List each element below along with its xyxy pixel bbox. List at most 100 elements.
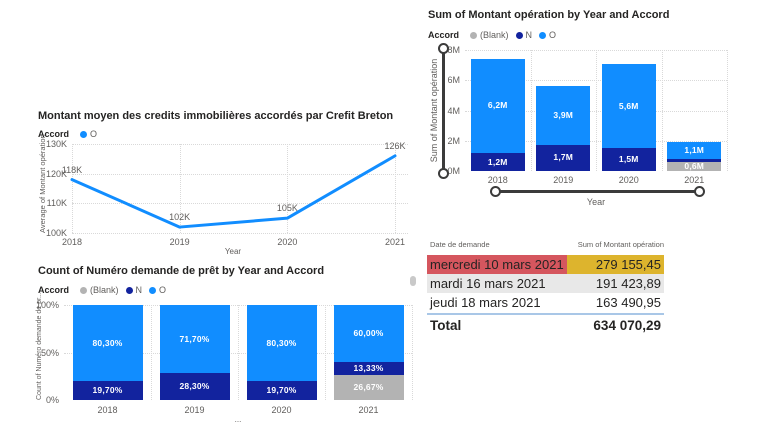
chart-title-count-numero: Count of Numéro demande de prêt by Year … bbox=[38, 265, 325, 277]
legend-color-dot-o bbox=[80, 130, 88, 138]
cell-date[interactable]: mardi 16 mars 2021 bbox=[427, 274, 567, 293]
y-axis-tick-label: 8M bbox=[447, 45, 460, 55]
cell-date[interactable]: mercredi 10 mars 2021 bbox=[427, 255, 567, 274]
total-label: Total bbox=[430, 318, 462, 333]
bar-data-label: 71,70% bbox=[179, 334, 210, 344]
x-axis-tick-label: 2021 bbox=[358, 405, 379, 415]
x-axis-tick-label: 2021 bbox=[684, 175, 705, 185]
x-axis-tick-label: 2019 bbox=[553, 175, 574, 185]
y-axis-zoom-slider-handle-top[interactable] bbox=[438, 43, 449, 54]
y-axis-title: Average of Montant opération bbox=[38, 134, 47, 233]
table-row-2[interactable]: jeudi 18 mars 2021 163 490,95 bbox=[427, 293, 664, 312]
x-axis-zoom-slider-handle-left[interactable] bbox=[490, 186, 501, 197]
bar-segment-o-2019[interactable]: 3,9M bbox=[536, 86, 591, 146]
legend-color-dot-o bbox=[539, 31, 547, 39]
legend-item-label: O bbox=[90, 129, 98, 139]
bar-data-label: 13,33% bbox=[353, 363, 384, 373]
y-axis-tick-label: 0% bbox=[45, 395, 59, 405]
y-axis-title: Sum of Montant opération bbox=[429, 58, 439, 163]
y-axis-zoom-slider-handle-bottom[interactable] bbox=[438, 168, 449, 179]
bar-segment-o-2019[interactable]: 71,70% bbox=[159, 305, 230, 374]
legend-items: O bbox=[73, 129, 97, 140]
legend-item-n[interactable]: N bbox=[125, 285, 143, 295]
gridline-horizontal bbox=[72, 144, 408, 145]
y-axis-tick-label: 6M bbox=[447, 75, 460, 86]
bar-segment-o-2018[interactable]: 80,30% bbox=[72, 305, 143, 382]
bar-data-label: 60,00% bbox=[353, 328, 384, 338]
bar-segment-o-2021[interactable]: 60,00% bbox=[333, 305, 404, 362]
legend-item-label: (Blank) bbox=[90, 285, 119, 295]
gridline-horizontal bbox=[72, 203, 408, 205]
legend-item-blank[interactable]: (Blank) bbox=[80, 285, 119, 295]
scrollbar-thumb[interactable] bbox=[410, 276, 416, 286]
bar-segment-blank-2021[interactable]: 26,67% bbox=[333, 374, 404, 400]
chart-title-sum-montant: Sum of Montant opération by Year and Acc… bbox=[428, 9, 670, 21]
bar-segment-n-2018[interactable]: 19,70% bbox=[72, 381, 143, 400]
x-axis-title: ... bbox=[234, 415, 242, 424]
y-axis-tick-label: 2M bbox=[447, 135, 460, 146]
legend-item-label: N bbox=[525, 30, 533, 40]
bar-segment-o-2018[interactable]: 6,2M bbox=[470, 59, 525, 153]
bar-segment-n-2019[interactable]: 28,30% bbox=[159, 373, 230, 400]
table-row-0[interactable]: mercredi 10 mars 2021 279 155,45 bbox=[427, 255, 664, 274]
bar-segment-n-2018[interactable]: 1,2M bbox=[470, 152, 525, 171]
legend-item-o[interactable]: O bbox=[539, 30, 556, 40]
bar-segment-n-2020[interactable]: 19,70% bbox=[246, 381, 317, 400]
bar-data-label: 80,30% bbox=[266, 338, 297, 348]
bar-segment-n-2020[interactable]: 1,5M bbox=[601, 148, 656, 171]
column-header-sum-montant[interactable]: Sum of Montant opération bbox=[577, 240, 664, 249]
x-axis-tick-label: 2021 bbox=[384, 237, 406, 247]
column-header-date-de-demande[interactable]: Date de demande bbox=[430, 240, 490, 249]
bar-data-label: 1,5M bbox=[618, 154, 639, 165]
legend-item-n[interactable]: N bbox=[515, 30, 533, 40]
line-data-label: 105K bbox=[276, 203, 298, 214]
total-divider-line bbox=[427, 313, 664, 315]
cell-montant[interactable]: 163 490,95 bbox=[567, 293, 664, 312]
cell-montant[interactable]: 191 423,89 bbox=[567, 274, 664, 293]
legend-color-dot-n bbox=[515, 31, 523, 39]
x-axis-tick-label: 2020 bbox=[271, 405, 292, 415]
visual-montant-table: Date de demande Sum of Montant opération… bbox=[427, 240, 737, 340]
legend-title: Accord bbox=[428, 30, 460, 41]
bar-segment-n-2019[interactable]: 1,7M bbox=[536, 145, 591, 171]
total-value: 634 070,29 bbox=[593, 318, 661, 333]
legend-color-dot-blank bbox=[470, 31, 478, 39]
x-axis-zoom-slider-track bbox=[495, 190, 699, 193]
bar-data-label: 1,2M bbox=[487, 156, 508, 167]
bar-segment-o-2021[interactable]: 1,1M bbox=[667, 142, 722, 159]
y-axis-tick-label: 110K bbox=[46, 198, 67, 209]
legend-item-label: N bbox=[135, 285, 143, 295]
bar-segment-n-2021[interactable]: 13,33% bbox=[333, 362, 404, 375]
table-body: mercredi 10 mars 2021 279 155,45 mardi 16 … bbox=[427, 255, 737, 312]
gridline-vertical bbox=[151, 305, 152, 400]
legend-item-o[interactable]: O bbox=[149, 285, 166, 295]
legend-title: Accord bbox=[38, 129, 70, 140]
cell-date[interactable]: jeudi 18 mars 2021 bbox=[427, 293, 567, 312]
bar-segment-o-2020[interactable]: 5,6M bbox=[601, 63, 656, 149]
x-axis-zoom-slider-handle-right[interactable] bbox=[694, 186, 705, 197]
cell-montant[interactable]: 279 155,45 bbox=[567, 255, 664, 274]
legend-item-o[interactable]: O bbox=[80, 129, 97, 139]
bar-data-label: 1,1M bbox=[684, 145, 705, 156]
bar-segment-o-2020[interactable]: 80,30% bbox=[246, 305, 317, 382]
gridline-vertical bbox=[287, 144, 289, 233]
gridline-vertical bbox=[530, 50, 532, 171]
y-axis-tick-label: 50% bbox=[40, 347, 59, 358]
bar-data-label: 19,70% bbox=[266, 385, 297, 396]
bar-segment-n-2021[interactable] bbox=[667, 158, 722, 162]
legend-item-blank[interactable]: (Blank) bbox=[470, 30, 509, 40]
bar-data-label: 1,7M bbox=[553, 152, 574, 163]
gridline-vertical bbox=[238, 305, 239, 400]
legend-sum-montant: Accord (Blank) N O bbox=[428, 30, 556, 41]
bar-data-label: 80,30% bbox=[92, 338, 123, 348]
bar-segment-blank-2021[interactable]: 0,6M bbox=[667, 161, 722, 171]
gridline-vertical bbox=[395, 144, 396, 233]
legend-count-numero: Accord (Blank) N O bbox=[38, 285, 166, 296]
y-axis-zoom-slider-track bbox=[442, 48, 445, 173]
bar-data-label: 0,6M bbox=[684, 161, 705, 171]
table-row-1[interactable]: mardi 16 mars 2021 191 423,89 bbox=[427, 274, 664, 293]
bar-data-label: 5,6M bbox=[618, 100, 639, 111]
visual-sum-montant-stacked-bar: Sum of Montant opération by Year and Acc… bbox=[420, 2, 760, 234]
gridline-horizontal bbox=[72, 173, 408, 175]
